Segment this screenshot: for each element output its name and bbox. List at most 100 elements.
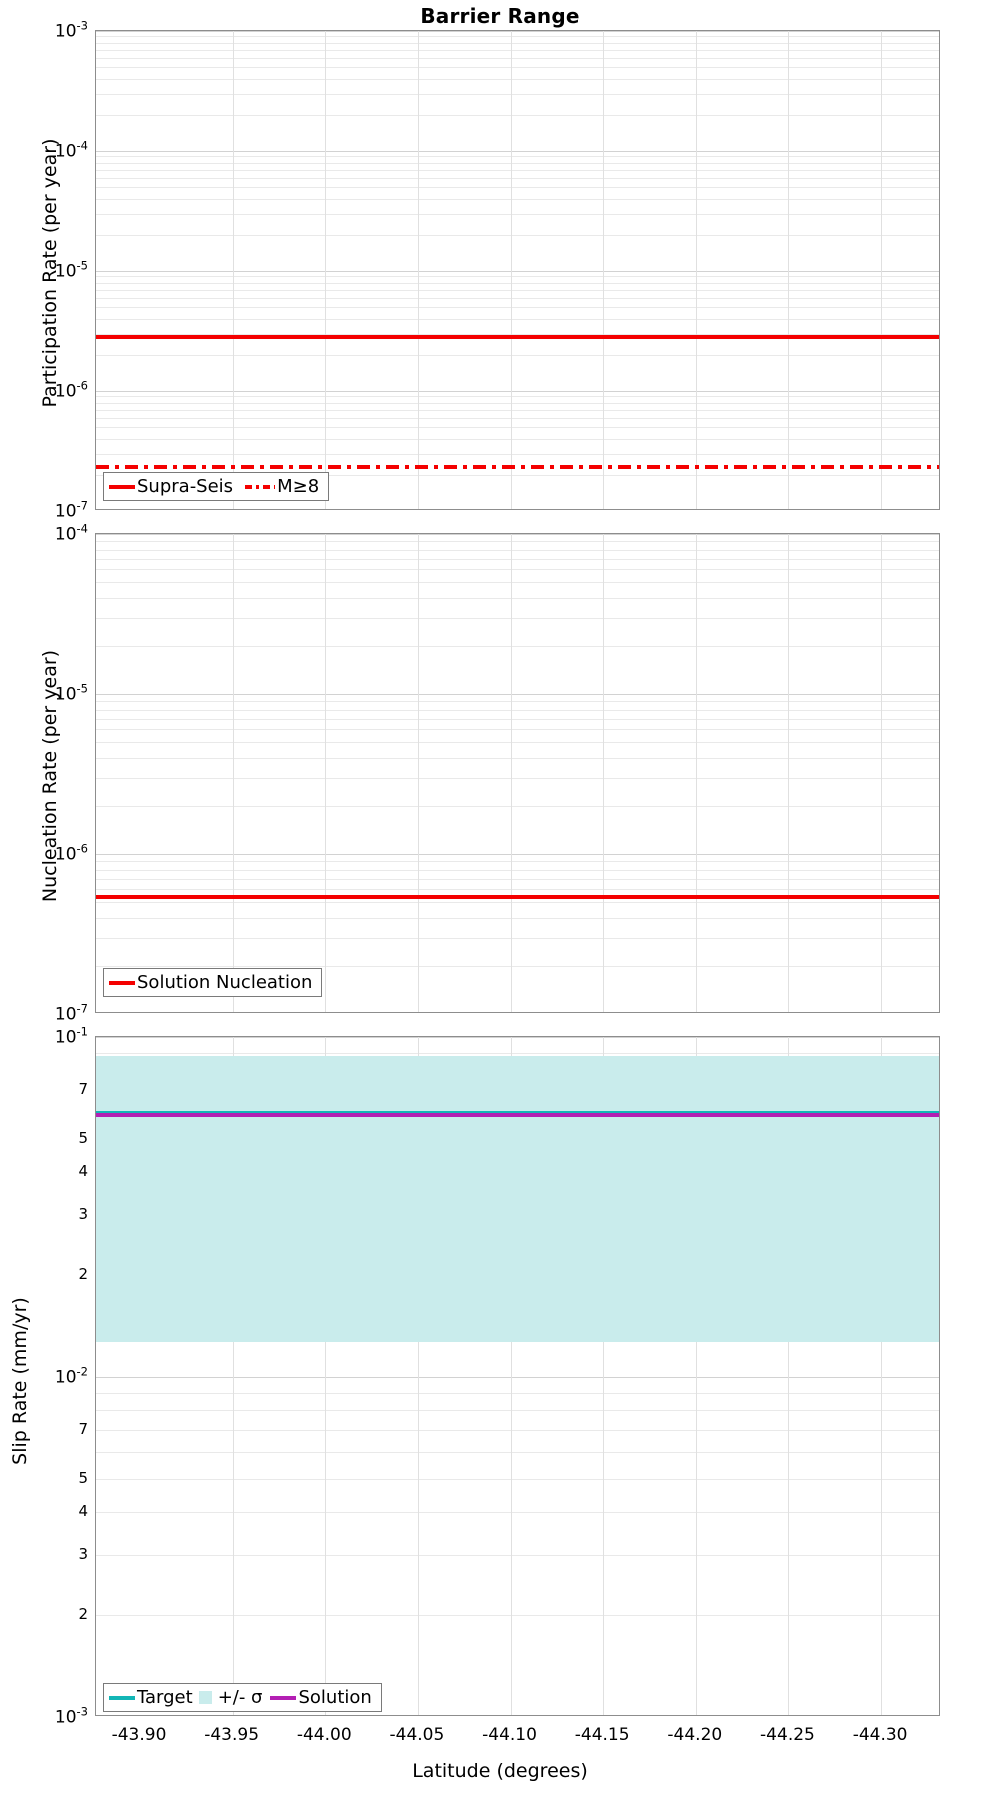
grid-line-minor [96,187,939,189]
y-tick-major: 10-2 [54,1364,88,1388]
grid-line-minor [96,42,939,44]
grid-line-minor [96,805,939,807]
y-tick-major: 10-4 [54,138,88,162]
figure-title: Barrier Range [420,4,580,28]
legend-item-solution-nucleation[interactable]: Solution Nucleation [109,972,314,993]
x-tick-label: -44.10 [482,1725,537,1745]
grid-line-vertical [232,1037,234,1715]
grid-line-minor [96,198,939,200]
grid-line-minor [96,889,939,891]
grid-line-minor [96,917,939,919]
grid-line-vertical [232,31,234,509]
grid-line [96,1377,939,1378]
grid-line-minor [96,1554,939,1556]
grid-line-minor [96,307,939,309]
panel3-legend[interactable]: Target +/- σ Solution [103,1683,382,1712]
grid-line-minor [96,36,939,38]
grid-line-minor [96,582,939,584]
y-tick-minor: 2 [78,1264,88,1283]
grid-line-vertical [788,31,790,509]
grid-line-minor [96,234,939,236]
legend-item-solution[interactable]: Solution [270,1687,373,1708]
y-tick-major: 10-3 [54,1704,88,1728]
panel-nucleation-rate [95,533,940,1013]
legend-label-solution-nucleation: Solution Nucleation [137,972,313,993]
grid-line-minor [96,396,939,398]
grid-line-minor [96,1452,939,1454]
grid-line-vertical [510,1037,512,1715]
panel1-legend[interactable]: Supra-Seis M≥8 [103,472,330,501]
panel3-y-axis-title: Slip Rate (mm/yr) [9,1297,31,1465]
x-axis-title: Latitude (degrees) [412,1760,588,1782]
legend-label-solution: Solution [298,1687,372,1708]
y-tick-minor: 7 [78,1419,88,1438]
grid-line-vertical [232,534,234,1012]
grid-line-minor [96,902,939,904]
grid-line-minor [96,1409,939,1411]
grid-line-minor [96,757,939,759]
legend-item-target[interactable]: Target [109,1687,195,1708]
legend-item-supra-seis[interactable]: Supra-Seis [109,476,235,497]
grid-line-minor [96,49,939,51]
grid-line-vertical [603,534,605,1012]
y-tick-major: 10-5 [54,258,88,282]
grid-line-minor [96,645,939,647]
x-tick-label: -44.15 [574,1725,630,1745]
grid-line-minor [96,558,939,560]
panel-participation-rate [95,30,940,510]
grid-line-vertical [788,1037,790,1715]
grid-line-vertical [325,1037,327,1715]
grid-line-minor [96,177,939,179]
grid-line-minor [96,474,939,476]
grid-line-minor [96,282,939,284]
grid-line-minor [96,453,939,455]
grid-line-minor [96,1614,939,1616]
grid-line-minor [96,718,939,720]
grid-line-minor [96,417,939,419]
grid-line-minor [96,297,939,299]
series-solution [96,1113,939,1117]
grid-line-vertical [417,1037,419,1715]
grid-line-vertical [325,534,327,1012]
grid-line-minor [96,878,939,880]
panel2-legend[interactable]: Solution Nucleation [103,968,323,997]
grid-line-vertical [603,1037,605,1715]
grid-line-minor [96,569,939,571]
x-tick-label: -43.95 [204,1725,260,1745]
grid-line-vertical [417,534,419,1012]
y-tick-major: 10-7 [54,498,88,522]
grid-line-vertical [695,31,697,509]
panel-slip-rate [95,1036,940,1716]
series-supra-seis [96,335,939,339]
series-solution-nucleation [96,895,939,899]
grid-line-minor [96,965,939,967]
band-patch-icon [198,1691,212,1704]
legend-item-m-ge-8[interactable]: M≥8 [245,476,321,497]
legend-item-sigma[interactable]: +/- σ [195,1687,265,1708]
dashdot-red-line-icon [245,484,276,489]
panel2-y-axis-title: Nucleation Rate (per year) [39,649,61,903]
legend-label-m-ge-8: M≥8 [277,476,320,497]
y-tick-minor: 3 [78,1544,88,1563]
grid-line-vertical [881,534,883,1012]
series-sigma-band [96,1056,939,1342]
grid-line-minor [96,1429,939,1431]
grid-line-minor [96,333,939,335]
grid-line-minor [96,1512,939,1514]
grid-line-minor [96,213,939,215]
grid-line-minor [96,354,939,356]
grid-line-minor [96,409,939,411]
grid-line-minor [96,937,939,939]
y-tick-major: 10-6 [54,841,88,865]
grid-line-minor [96,289,939,291]
y-tick-major: 10-6 [54,378,88,402]
grid-line [96,271,939,272]
solid-red-line-icon [109,484,135,489]
grid-line-minor [96,276,939,278]
x-tick-label: -44.05 [389,1725,445,1745]
solid-red-line-icon [109,980,135,985]
panel1-y-axis-title: Participation Rate (per year) [39,138,61,408]
grid-line-minor [96,617,939,619]
grid-line [96,534,939,535]
grid-line [96,391,939,392]
